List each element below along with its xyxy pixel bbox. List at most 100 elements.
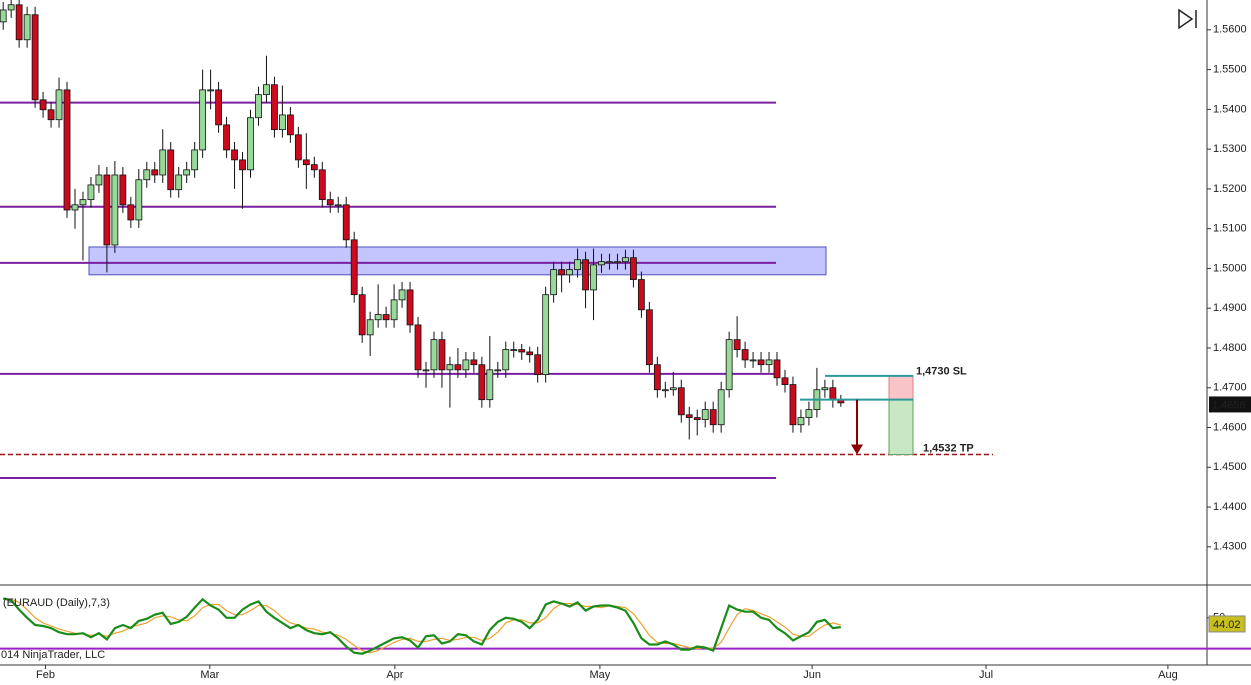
candle xyxy=(693,409,701,436)
candle-body xyxy=(31,14,39,101)
candle-body xyxy=(630,257,637,280)
y-tick-label: 1.4300 xyxy=(1213,541,1247,553)
candle xyxy=(15,0,23,48)
candle xyxy=(39,91,47,118)
x-tick-label: Feb xyxy=(36,669,55,681)
candle xyxy=(773,351,781,386)
candle-body xyxy=(494,369,502,372)
candle-body xyxy=(653,364,661,391)
candle-body xyxy=(486,369,494,401)
candle-body xyxy=(518,349,526,353)
y-tick-label: 1.4400 xyxy=(1213,501,1247,513)
y-tick-label: 1.5600 xyxy=(1213,24,1247,36)
stop-loss-box xyxy=(888,375,914,401)
candle-body xyxy=(7,4,15,11)
candle xyxy=(645,301,653,373)
candle xyxy=(622,249,629,270)
candle-body xyxy=(167,149,175,191)
candle-body xyxy=(829,387,837,401)
candle xyxy=(247,109,254,178)
candle-body xyxy=(111,174,119,246)
candle xyxy=(358,286,366,343)
candle xyxy=(47,101,55,128)
candle-body xyxy=(15,4,23,41)
candle xyxy=(279,85,286,138)
candle xyxy=(159,129,167,183)
candle xyxy=(342,196,350,248)
candle xyxy=(701,401,709,428)
candle xyxy=(781,369,789,393)
candle-body xyxy=(23,14,31,41)
candle xyxy=(255,86,262,126)
candle-body xyxy=(414,324,422,371)
candle xyxy=(334,196,342,213)
candle-body xyxy=(438,339,446,371)
candle-body xyxy=(637,279,645,311)
y-tick-label: 1.5100 xyxy=(1213,223,1247,235)
candle xyxy=(79,191,87,261)
candle-body xyxy=(622,257,629,263)
x-tick-label: May xyxy=(590,669,611,681)
candle-body xyxy=(749,359,757,362)
candle-body xyxy=(223,124,230,151)
candle xyxy=(167,141,175,198)
candle-body xyxy=(87,184,95,201)
candle-body xyxy=(135,179,143,221)
candle-body xyxy=(606,261,613,264)
candle xyxy=(534,346,542,383)
candle-body xyxy=(598,261,605,266)
candle xyxy=(119,167,127,213)
candle xyxy=(661,381,669,398)
candle-body xyxy=(302,159,310,166)
play-triangle[interactable] xyxy=(1178,8,1194,30)
candle-body xyxy=(103,174,111,246)
candle-body xyxy=(318,169,326,201)
candle-body xyxy=(398,289,406,301)
candle xyxy=(462,351,470,378)
candle-body xyxy=(701,409,709,420)
y-tick-label: 1.5200 xyxy=(1213,183,1247,195)
candle xyxy=(725,331,733,398)
candle-body xyxy=(590,264,597,291)
candle xyxy=(71,188,79,229)
last-value-box xyxy=(1208,615,1246,633)
candle-body xyxy=(669,387,677,391)
candle xyxy=(271,76,278,138)
candle-body xyxy=(510,349,518,351)
candle-body xyxy=(271,84,278,131)
candle xyxy=(677,379,685,423)
candle-body xyxy=(805,409,813,418)
candle xyxy=(518,344,526,360)
candle xyxy=(302,133,310,189)
candle-body xyxy=(677,387,685,416)
x-tick-label: Jul xyxy=(979,669,993,681)
candle-body xyxy=(286,114,294,136)
candle xyxy=(510,341,518,358)
candle xyxy=(143,161,151,188)
x-tick-label: Aug xyxy=(1158,669,1178,681)
candle-body xyxy=(566,269,573,276)
candle xyxy=(765,351,773,373)
play-icon[interactable] xyxy=(1178,8,1197,30)
last-price-label: 1.4658 xyxy=(1212,399,1246,411)
candle-body xyxy=(526,351,534,356)
candle-body xyxy=(773,359,781,379)
candle xyxy=(598,253,605,273)
candle-body xyxy=(183,169,191,176)
candle xyxy=(637,271,645,318)
candle xyxy=(789,376,797,433)
y-tick-label: 1.5000 xyxy=(1213,262,1247,274)
candle-body xyxy=(478,364,486,401)
oscillator-line xyxy=(2,597,841,655)
indicator-title: (EURAUD (Daily),7,3) xyxy=(3,597,110,609)
candle xyxy=(294,126,302,168)
y-tick-label: 1.5500 xyxy=(1213,64,1247,76)
candle-body xyxy=(199,89,207,151)
y-tick-label: 1.4700 xyxy=(1213,382,1247,394)
candle xyxy=(797,409,805,433)
candle-body xyxy=(470,359,478,366)
candle xyxy=(709,401,717,433)
candle-body xyxy=(279,114,286,131)
candle-body xyxy=(215,89,222,126)
candle-body xyxy=(534,354,542,376)
